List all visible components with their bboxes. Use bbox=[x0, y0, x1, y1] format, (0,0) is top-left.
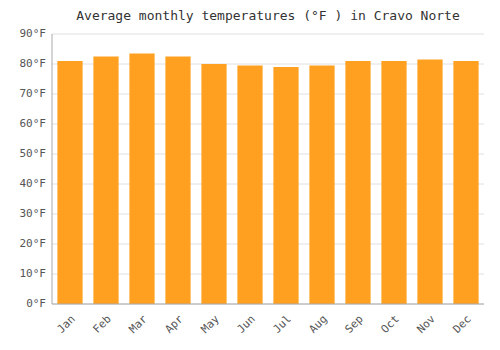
bar: Mar bbox=[129, 54, 154, 305]
bar: Jun bbox=[237, 66, 262, 305]
chart-container: Average monthly temperatures (°F ) in Cr… bbox=[0, 0, 500, 350]
y-axis-line bbox=[52, 34, 53, 304]
x-tick-label: Aug bbox=[307, 313, 330, 336]
y-tick-label: 40°F bbox=[20, 177, 47, 190]
x-tick-label: Dec bbox=[451, 313, 474, 336]
bar: Sep bbox=[345, 61, 370, 304]
y-tick-label: 70°F bbox=[20, 87, 47, 100]
chart-svg: Average monthly temperatures (°F ) in Cr… bbox=[0, 0, 500, 350]
bar: Feb bbox=[93, 57, 118, 305]
x-tick-label: Oct bbox=[379, 313, 402, 336]
x-axis: Jan Feb Mar Apr May Jun Jul Aug Sep Oct Nov Dec bbox=[55, 312, 474, 336]
bar: Oct bbox=[381, 61, 406, 304]
x-tick-label: Jan bbox=[55, 313, 78, 336]
grid-line bbox=[52, 34, 484, 35]
y-tick-label: 10°F bbox=[20, 267, 47, 280]
bar: Aug bbox=[309, 66, 334, 305]
chart-title: Average monthly temperatures (°F ) in Cr… bbox=[76, 8, 460, 23]
y-tick-label: 20°F bbox=[20, 237, 47, 250]
bar: May bbox=[201, 64, 226, 304]
y-tick-label: 50°F bbox=[20, 147, 47, 160]
y-tick-label: 60°F bbox=[20, 117, 47, 130]
x-tick-label: Sep bbox=[343, 313, 366, 336]
x-tick-label: Nov bbox=[415, 312, 439, 336]
bar: Apr bbox=[165, 57, 190, 305]
x-axis-line bbox=[52, 304, 484, 305]
bar: Jul bbox=[273, 67, 298, 304]
x-tick-label: Feb bbox=[91, 313, 114, 336]
grid bbox=[52, 34, 484, 304]
y-tick-label: 80°F bbox=[20, 57, 47, 70]
x-tick-label: Mar bbox=[127, 312, 151, 336]
bar: Nov bbox=[417, 60, 442, 305]
x-tick-label: Jul bbox=[271, 313, 294, 336]
bars: Jan Feb Mar Apr May Jun Jul Aug Sep Oct Nov Dec bbox=[57, 54, 478, 305]
x-tick-label: May bbox=[199, 312, 223, 336]
grid-line bbox=[52, 304, 484, 305]
x-tick-label: Jun bbox=[235, 313, 258, 336]
y-tick-label: 90°F bbox=[20, 27, 47, 40]
bar: Dec bbox=[453, 61, 478, 304]
y-axis: 0°F 10°F 20°F 30°F 40°F 50°F 60°F 70°F 80°F 90°F bbox=[20, 27, 47, 310]
x-tick-label: Apr bbox=[163, 312, 187, 336]
bar: Jan bbox=[57, 61, 82, 304]
y-tick-label: 30°F bbox=[20, 207, 47, 220]
y-tick-label: 0°F bbox=[26, 297, 46, 310]
